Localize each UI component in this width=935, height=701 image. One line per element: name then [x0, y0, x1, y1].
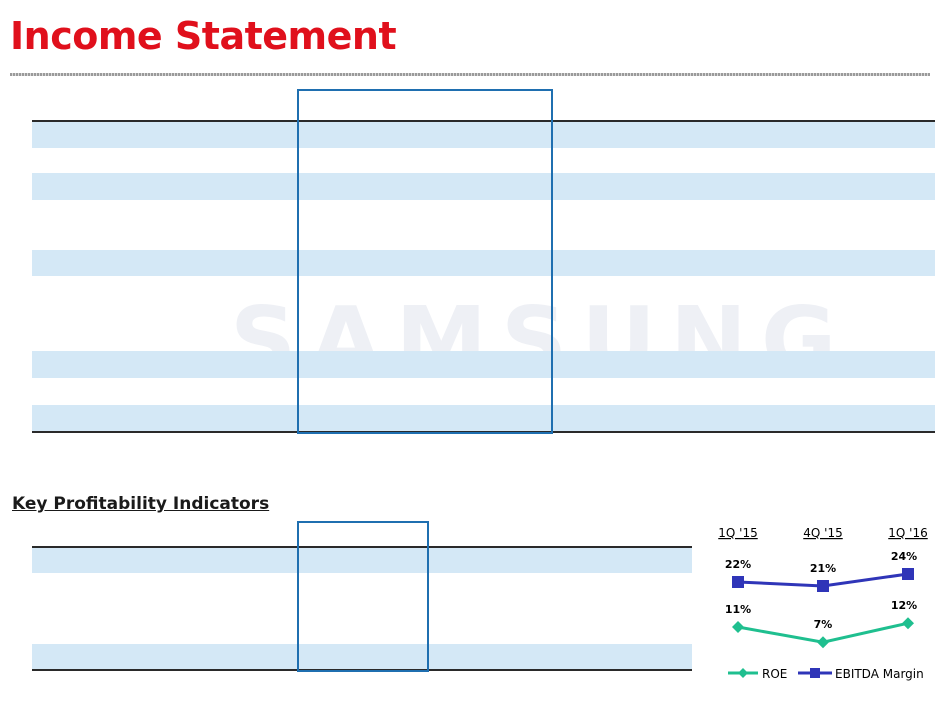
current-quarter-highlight [297, 89, 553, 434]
data-point [902, 568, 914, 580]
kpi-section-title: Key Profitability Indicators [12, 494, 270, 514]
data-label: 22% [725, 558, 751, 571]
kpi-header-divider [32, 546, 692, 548]
x-tick-label: 4Q '15 [803, 526, 842, 540]
data-label: 24% [891, 550, 917, 563]
legend-marker-roe [738, 668, 748, 678]
row-highlight [32, 351, 935, 378]
kpi-line-chart: 1Q '15 4Q '15 1Q '16 11% 7% 12% 22% 21% 24% ROE EB… [718, 526, 927, 681]
kpi-row-highlight [32, 548, 692, 573]
data-point [732, 621, 744, 633]
row-highlight [32, 122, 935, 148]
data-point [732, 576, 744, 588]
row-highlight [32, 250, 935, 276]
data-label: 11% [725, 603, 751, 616]
data-label: 12% [891, 599, 917, 612]
data-point [902, 617, 914, 630]
data-point [817, 580, 829, 592]
legend-label: ROE [762, 667, 787, 681]
page-title: Income Statement [10, 14, 397, 58]
x-tick-label: 1Q '16 [888, 526, 927, 540]
row-highlight [32, 405, 935, 431]
data-label: 7% [814, 618, 833, 631]
title-divider [10, 73, 930, 76]
x-tick-label: 1Q '15 [718, 526, 757, 540]
data-point [817, 636, 829, 649]
legend-marker-ebitda [810, 668, 820, 678]
row-highlight [32, 173, 935, 200]
kpi-current-quarter-highlight [297, 521, 429, 672]
header-divider [32, 120, 935, 122]
data-label: 21% [810, 562, 836, 575]
legend-label: EBITDA Margin [835, 667, 924, 681]
kpi-row-highlight [32, 644, 692, 669]
